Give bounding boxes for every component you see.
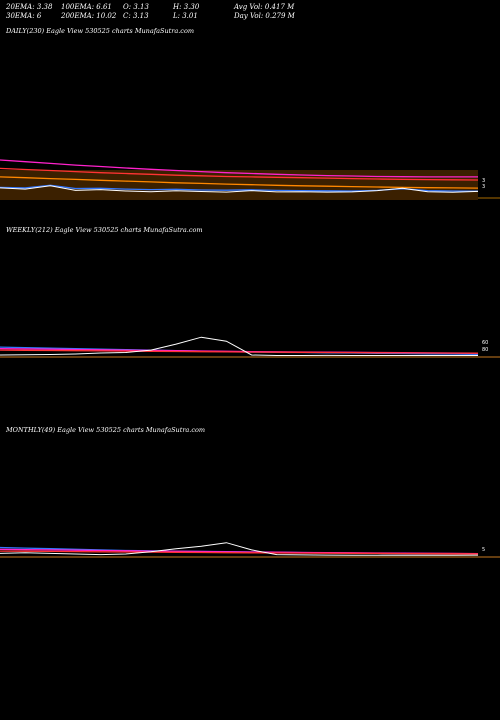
ema100-label: 100EMA: 6.61 [61, 3, 112, 11]
price-label: 80 [482, 347, 488, 353]
monthly-panel-title: MONTHLY(49) Eagle View 530525 charts Mun… [6, 426, 206, 434]
ema20-label: 20EMA: 3.38 [6, 3, 53, 11]
series-line-4 [0, 185, 479, 193]
series-line-3 [0, 336, 478, 356]
day-vol-label: Day Vol: 0.279 M [234, 12, 295, 20]
weekly-panel-title: WEEKLY(212) Eagle View 530525 charts Mun… [6, 226, 203, 234]
series-line-0 [0, 159, 478, 178]
series-line-2 [0, 176, 479, 189]
close-label: C: 3.13 [123, 12, 149, 20]
price-label: 5 [482, 547, 485, 553]
price-label: 3 [482, 178, 485, 184]
daily-panel-title: DAILY(230) Eagle View 530525 charts Muna… [6, 27, 195, 35]
monthly-chart: 5 [0, 542, 500, 558]
series-line-2 [0, 550, 479, 555]
ema200-label: 200EMA: 10.02 [61, 12, 117, 20]
daily-chart: 33 [0, 159, 500, 200]
price-label: 3 [482, 184, 485, 190]
series-line-1 [0, 167, 479, 181]
open-label: O: 3.13 [123, 3, 149, 11]
avg-vol-label: Avg Vol: 0.417 M [234, 3, 295, 11]
low-label: L: 3.01 [173, 12, 198, 20]
series-line-3 [0, 542, 479, 556]
ema30-label: 30EMA: 6 [6, 12, 42, 20]
high-label: H: 3.30 [173, 3, 200, 11]
price-label: 60 [482, 340, 488, 346]
series-line-2 [0, 349, 479, 354]
